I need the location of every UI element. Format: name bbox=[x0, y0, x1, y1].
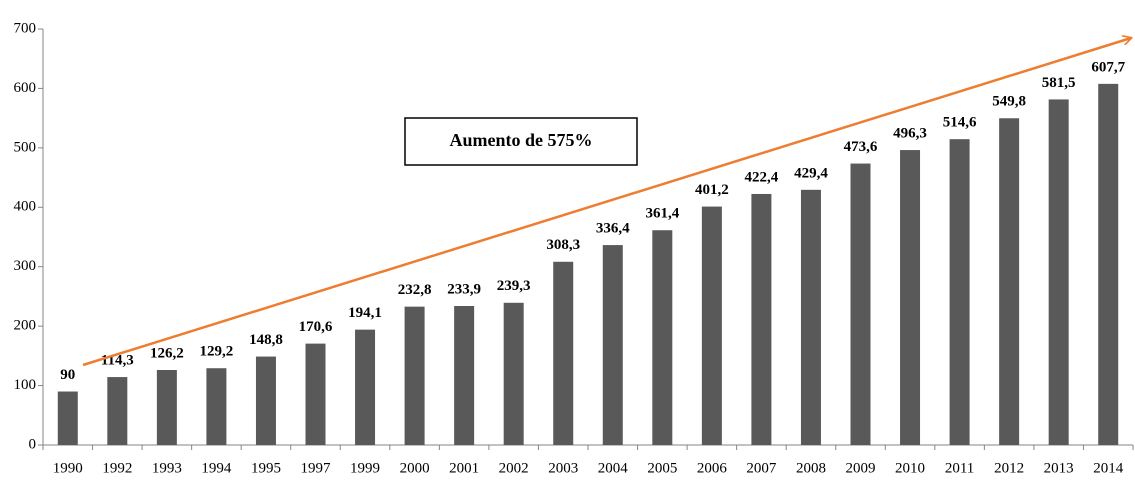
value-label: 90 bbox=[60, 367, 75, 383]
bar bbox=[949, 139, 970, 445]
x-tick-label: 1990 bbox=[53, 460, 83, 476]
annotation: Aumento de 575% bbox=[450, 130, 593, 150]
bar bbox=[206, 368, 227, 445]
x-tick-label: 2003 bbox=[548, 460, 578, 476]
value-label: 422,4 bbox=[745, 169, 779, 185]
annotation-box bbox=[404, 117, 638, 166]
value-label: 129,2 bbox=[200, 344, 234, 360]
bar bbox=[553, 261, 574, 445]
x-tick-label: 2007 bbox=[746, 460, 777, 476]
value-label: 233,9 bbox=[447, 281, 481, 297]
x-tick-label: 2006 bbox=[697, 460, 728, 476]
bar bbox=[57, 391, 78, 445]
x-tick-label: 2002 bbox=[499, 460, 529, 476]
value-label: 194,1 bbox=[348, 305, 382, 321]
x-tick-label: 2012 bbox=[994, 460, 1024, 476]
value-label: 401,2 bbox=[695, 182, 729, 198]
x-tick-label: 1999 bbox=[350, 460, 380, 476]
x-tick-label: 1995 bbox=[251, 460, 281, 476]
value-label: 473,6 bbox=[844, 139, 878, 155]
value-label: 429,4 bbox=[794, 165, 828, 181]
trend-arrow bbox=[82, 38, 1131, 367]
bar bbox=[305, 343, 326, 445]
bar bbox=[1098, 83, 1119, 445]
y-tick-label: 600 bbox=[14, 80, 37, 96]
bar bbox=[503, 302, 524, 445]
value-label: 308,3 bbox=[546, 237, 580, 253]
y-tick-label: 500 bbox=[14, 139, 37, 155]
x-tick-label: 2011 bbox=[945, 460, 974, 476]
bar bbox=[454, 305, 475, 445]
y-tick-label: 200 bbox=[14, 318, 37, 334]
x-tick-label: 2013 bbox=[1044, 460, 1074, 476]
x-tick-label: 2004 bbox=[598, 460, 629, 476]
bar bbox=[999, 118, 1020, 445]
y-tick-label: 400 bbox=[14, 199, 37, 215]
y-tick-label: 700 bbox=[14, 20, 37, 36]
bar bbox=[1048, 99, 1069, 446]
bar bbox=[850, 163, 871, 446]
x-tick-label: 2005 bbox=[647, 460, 677, 476]
value-label: 239,3 bbox=[497, 278, 531, 294]
value-label: 148,8 bbox=[249, 332, 283, 348]
bar bbox=[404, 306, 425, 445]
value-label: 549,8 bbox=[992, 94, 1026, 110]
y-tick-label: 300 bbox=[14, 258, 37, 274]
value-label: 170,6 bbox=[299, 319, 333, 335]
bar bbox=[255, 356, 276, 445]
value-label: 336,4 bbox=[596, 221, 630, 237]
value-label: 581,5 bbox=[1042, 75, 1076, 91]
bar bbox=[701, 206, 722, 445]
value-label: 496,3 bbox=[893, 125, 927, 141]
bar bbox=[602, 245, 623, 445]
y-tick-label: 100 bbox=[14, 377, 37, 393]
value-label: 514,6 bbox=[943, 115, 977, 131]
x-tick-label: 1994 bbox=[201, 460, 232, 476]
x-tick-label: 1997 bbox=[301, 460, 332, 476]
bar bbox=[800, 189, 821, 445]
x-tick-label: 2010 bbox=[895, 460, 925, 476]
x-tick-label: 1993 bbox=[152, 460, 182, 476]
bar bbox=[107, 377, 128, 445]
bar bbox=[156, 370, 177, 445]
x-tick-label: 2009 bbox=[846, 460, 876, 476]
y-tick-label: 0 bbox=[29, 436, 37, 452]
value-label: 126,2 bbox=[150, 345, 184, 361]
x-tick-label: 2014 bbox=[1093, 460, 1124, 476]
value-label: 607,7 bbox=[1091, 59, 1125, 75]
x-tick-label: 2008 bbox=[796, 460, 826, 476]
x-tick-label: 2000 bbox=[400, 460, 430, 476]
x-tick-label: 2001 bbox=[449, 460, 479, 476]
bar bbox=[355, 329, 376, 445]
value-label: 361,4 bbox=[645, 206, 679, 222]
bar bbox=[652, 230, 673, 445]
bar bbox=[751, 193, 772, 445]
value-label: 232,8 bbox=[398, 282, 432, 298]
x-tick-label: 1992 bbox=[102, 460, 132, 476]
bar bbox=[900, 150, 921, 445]
